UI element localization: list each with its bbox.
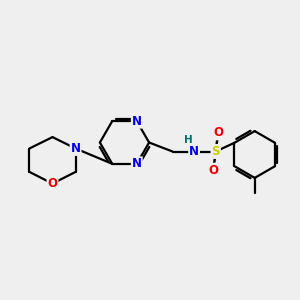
Text: O: O [213, 126, 223, 140]
Text: N: N [132, 157, 142, 170]
Text: O: O [47, 177, 58, 190]
Text: N: N [70, 142, 81, 155]
Text: N: N [132, 115, 142, 128]
Text: H: H [184, 135, 193, 145]
Text: O: O [208, 164, 218, 177]
Text: N: N [189, 145, 199, 158]
Text: S: S [212, 145, 220, 158]
